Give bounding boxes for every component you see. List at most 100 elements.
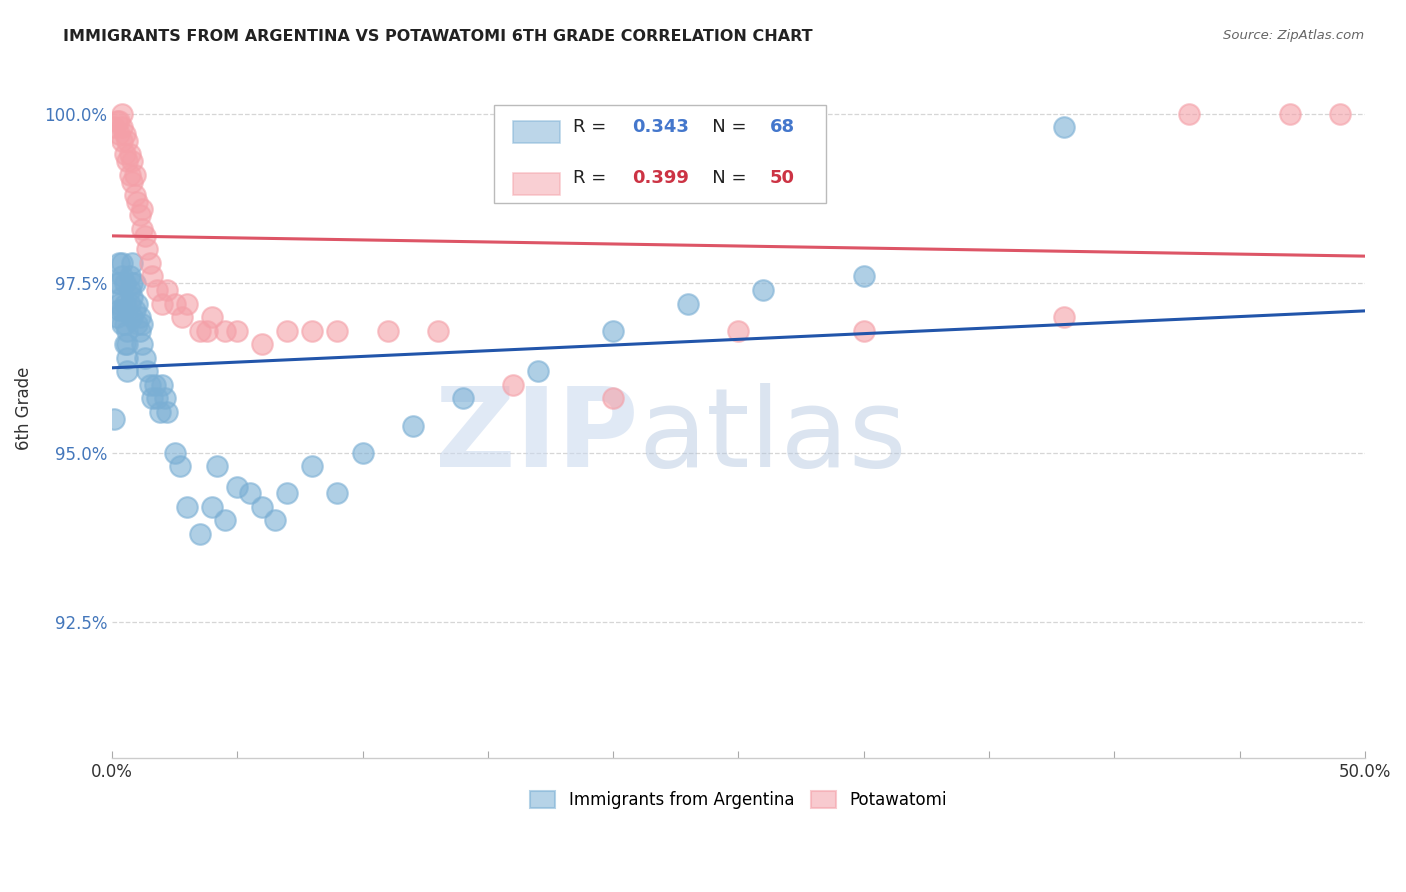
Point: [125, 194, 148, 209]
Point: [125, 317, 148, 331]
Point: [326, 486, 349, 500]
Point: [108, 277, 131, 291]
Point: [148, 405, 170, 419]
Text: 50: 50: [769, 169, 794, 187]
Point: [727, 324, 749, 338]
Point: [111, 134, 134, 148]
Point: [136, 364, 159, 378]
Point: [121, 256, 143, 270]
Point: [451, 392, 474, 406]
Point: [852, 269, 875, 284]
Point: [115, 337, 138, 351]
Point: [118, 147, 141, 161]
Text: ZIP: ZIP: [434, 383, 638, 490]
Point: [124, 168, 146, 182]
Point: [114, 147, 136, 161]
Point: [1053, 310, 1076, 325]
Point: [188, 527, 211, 541]
Point: [301, 324, 323, 338]
Point: [146, 283, 169, 297]
Point: [128, 310, 150, 325]
Point: [124, 303, 146, 318]
Point: [156, 283, 179, 297]
Point: [125, 296, 148, 310]
Point: [108, 113, 131, 128]
Point: [118, 296, 141, 310]
Point: [115, 154, 138, 169]
Text: IMMIGRANTS FROM ARGENTINA VS POTAWATOMI 6TH GRADE CORRELATION CHART: IMMIGRANTS FROM ARGENTINA VS POTAWATOMI …: [63, 29, 813, 44]
Point: [131, 317, 153, 331]
Point: [134, 228, 156, 243]
Point: [105, 277, 128, 291]
Point: [103, 411, 125, 425]
Point: [111, 290, 134, 304]
Point: [169, 459, 191, 474]
Point: [121, 290, 143, 304]
Point: [141, 392, 163, 406]
Point: [111, 120, 134, 135]
Point: [128, 209, 150, 223]
Point: [263, 513, 285, 527]
Point: [163, 296, 186, 310]
Text: 0.343: 0.343: [631, 118, 689, 136]
Point: [426, 324, 449, 338]
Point: [111, 107, 134, 121]
Text: atlas: atlas: [638, 383, 907, 490]
Point: [114, 127, 136, 141]
Point: [118, 269, 141, 284]
Point: [201, 310, 224, 325]
Point: [226, 324, 249, 338]
Point: [136, 243, 159, 257]
Text: 0.399: 0.399: [631, 169, 689, 187]
Point: [124, 277, 146, 291]
Point: [252, 337, 274, 351]
Point: [114, 317, 136, 331]
Point: [195, 324, 218, 338]
Point: [115, 324, 138, 338]
Point: [108, 303, 131, 318]
Point: [502, 378, 524, 392]
Text: R =: R =: [574, 118, 612, 136]
Point: [188, 324, 211, 338]
Point: [124, 188, 146, 202]
FancyBboxPatch shape: [513, 121, 561, 144]
Legend: Immigrants from Argentina, Potawatomi: Immigrants from Argentina, Potawatomi: [523, 784, 953, 815]
Point: [131, 222, 153, 236]
Point: [111, 256, 134, 270]
Point: [602, 324, 624, 338]
Point: [1053, 120, 1076, 135]
Point: [602, 392, 624, 406]
Point: [150, 378, 173, 392]
Point: [146, 392, 169, 406]
Point: [105, 113, 128, 128]
Point: [156, 405, 179, 419]
Point: [276, 486, 298, 500]
Point: [205, 459, 228, 474]
Point: [163, 445, 186, 459]
Point: [377, 324, 399, 338]
Point: [115, 364, 138, 378]
Point: [128, 324, 150, 338]
Point: [114, 277, 136, 291]
Point: [121, 154, 143, 169]
Point: [1329, 107, 1351, 121]
Point: [111, 303, 134, 318]
Point: [138, 256, 160, 270]
Point: [138, 378, 160, 392]
Point: [176, 500, 198, 514]
Point: [527, 364, 550, 378]
Text: N =: N =: [695, 118, 752, 136]
Point: [118, 168, 141, 182]
Point: [172, 310, 194, 325]
Point: [103, 120, 125, 135]
Point: [276, 324, 298, 338]
FancyBboxPatch shape: [513, 173, 561, 195]
Point: [111, 317, 134, 331]
Point: [326, 324, 349, 338]
Point: [111, 269, 134, 284]
Point: [214, 324, 236, 338]
Point: [150, 296, 173, 310]
Point: [108, 127, 131, 141]
Point: [678, 296, 700, 310]
Point: [121, 277, 143, 291]
